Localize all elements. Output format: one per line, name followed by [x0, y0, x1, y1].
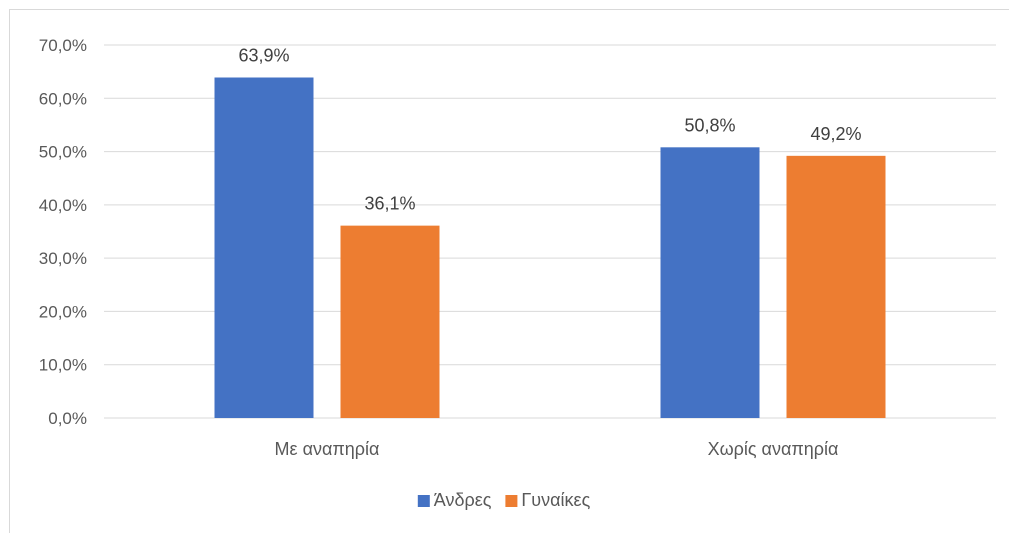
y-tick-label: 70,0% — [39, 36, 87, 55]
chart-frame — [9, 9, 1009, 533]
bar — [214, 77, 314, 419]
legend-label: Άνδρες — [434, 490, 492, 510]
data-label: 49,2% — [810, 124, 861, 144]
y-tick-label: 0,0% — [48, 409, 87, 428]
data-label: 63,9% — [238, 46, 289, 66]
legend: Άνδρες Γυναίκες — [417, 490, 591, 510]
bar — [786, 155, 886, 418]
x-axis-category-labels: Με αναπηρία Χωρίς αναπηρία — [275, 439, 839, 459]
y-tick-label: 50,0% — [39, 143, 87, 162]
legend-swatch — [417, 495, 430, 507]
legend-label: Γυναίκες — [521, 490, 590, 510]
data-label: 36,1% — [364, 194, 415, 214]
bar — [340, 225, 440, 418]
y-tick-label: 20,0% — [39, 302, 87, 321]
data-labels: 63,9% 36,1% 50,8% 49,2% — [238, 46, 861, 214]
x-category-label: Με αναπηρία — [275, 439, 380, 459]
y-tick-label: 30,0% — [39, 249, 87, 268]
y-tick-label: 40,0% — [39, 196, 87, 215]
y-axis-tick-labels: 0,0% 10,0% 20,0% 30,0% 40,0% 50,0% 60,0% 70,0% — [39, 36, 87, 428]
data-label: 50,8% — [684, 115, 735, 135]
bar — [660, 147, 760, 418]
y-tick-label: 10,0% — [39, 356, 87, 375]
x-category-label: Χωρίς αναπηρία — [708, 439, 839, 459]
bars — [214, 77, 886, 419]
y-tick-label: 60,0% — [39, 89, 87, 108]
legend-swatch — [505, 495, 518, 507]
